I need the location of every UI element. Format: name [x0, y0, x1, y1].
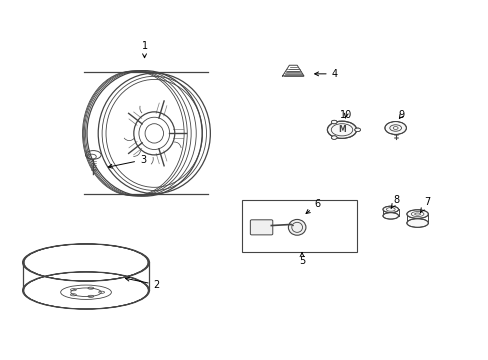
- Text: 4: 4: [314, 69, 337, 79]
- Text: 9: 9: [398, 111, 404, 121]
- Text: 8: 8: [390, 195, 399, 208]
- Bar: [242, 200, 356, 252]
- Ellipse shape: [406, 219, 427, 227]
- Text: 6: 6: [305, 199, 320, 213]
- Text: 2: 2: [125, 277, 160, 290]
- Ellipse shape: [288, 220, 305, 235]
- Ellipse shape: [406, 210, 427, 219]
- Text: 1: 1: [141, 41, 147, 58]
- Text: 7: 7: [420, 197, 429, 212]
- Text: 5: 5: [298, 253, 305, 266]
- Text: 3: 3: [108, 155, 146, 168]
- Ellipse shape: [330, 136, 336, 139]
- Ellipse shape: [354, 128, 360, 132]
- Ellipse shape: [330, 120, 336, 124]
- Ellipse shape: [327, 121, 356, 138]
- FancyBboxPatch shape: [250, 220, 272, 235]
- Ellipse shape: [382, 206, 398, 213]
- Text: M: M: [338, 125, 345, 134]
- Ellipse shape: [382, 213, 398, 219]
- Text: 10: 10: [339, 111, 351, 121]
- Ellipse shape: [384, 122, 406, 134]
